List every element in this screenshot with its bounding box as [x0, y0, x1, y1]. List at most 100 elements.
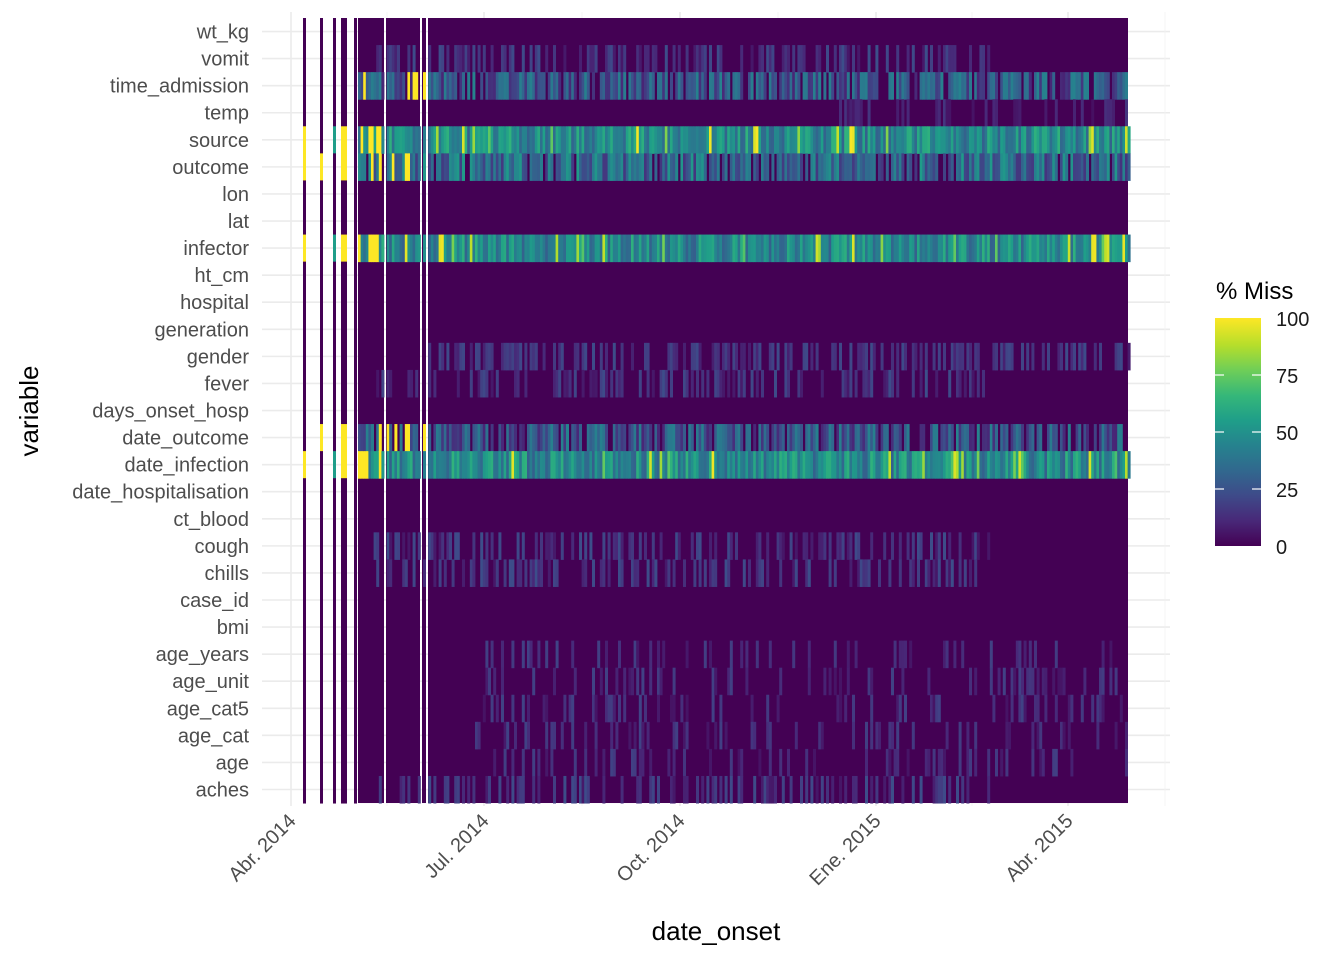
- heatmap-cell: [1049, 126, 1053, 154]
- heatmap-cell: [472, 559, 476, 587]
- heatmap-cell: [1008, 234, 1011, 263]
- heatmap-cell: [950, 451, 954, 479]
- heatmap-cell: [683, 721, 686, 750]
- heatmap-cell: [971, 153, 975, 181]
- heatmap-cell: [501, 424, 504, 452]
- heatmap-cell: [1052, 748, 1056, 777]
- heatmap-cell: [1005, 424, 1009, 452]
- heatmap-cell: [1015, 234, 1019, 263]
- heatmap-cell: [464, 126, 468, 154]
- heatmap-cell: [870, 342, 874, 371]
- heatmap-cell: [846, 234, 850, 263]
- heatmap-cell: [922, 126, 926, 154]
- heatmap-cell: [519, 72, 523, 100]
- heatmap-cell: [649, 153, 653, 181]
- heatmap-cell: [836, 532, 840, 560]
- heatmap-cell: [758, 532, 762, 560]
- heatmap-cell: [755, 532, 759, 560]
- heatmap-cell: [602, 369, 606, 398]
- heatmap-cell: [750, 72, 754, 100]
- heatmap-cell: [987, 234, 991, 263]
- heatmap-cell: [917, 559, 920, 587]
- heatmap-cell: [341, 667, 347, 696]
- heatmap-cell: [646, 369, 650, 398]
- heatmap-cell: [1093, 234, 1097, 263]
- heatmap-cell: [979, 153, 983, 181]
- heatmap-cell: [454, 45, 458, 73]
- heatmap-cell: [872, 234, 876, 263]
- heatmap-cell: [443, 559, 447, 587]
- heatmap-cell: [945, 126, 949, 154]
- heatmap-cell: [813, 748, 816, 777]
- heatmap-cell: [320, 207, 323, 236]
- heatmap-cell: [958, 72, 962, 100]
- heatmap-cell: [854, 451, 858, 479]
- heatmap-cell: [820, 775, 824, 804]
- heatmap-cell: [354, 288, 357, 317]
- heatmap-cell: [354, 153, 357, 181]
- heatmap-cell: [438, 424, 442, 452]
- heatmap-cell: [789, 72, 793, 100]
- heatmap-cell: [914, 342, 918, 371]
- heatmap-cell: [779, 748, 783, 777]
- heatmap-cell: [810, 342, 814, 371]
- heatmap-cell: [571, 424, 575, 452]
- heatmap-cell: [982, 424, 985, 452]
- heatmap-cell: [878, 126, 881, 154]
- heatmap-cell: [774, 369, 777, 398]
- heatmap-cell: [456, 369, 460, 398]
- heatmap-cell: [644, 72, 647, 100]
- heatmap-cell: [573, 342, 577, 371]
- heatmap-cell: [872, 153, 876, 181]
- heatmap-cell: [610, 451, 614, 479]
- heatmap-cell: [826, 775, 829, 804]
- heatmap-cell: [701, 45, 705, 73]
- heatmap-cell: [776, 342, 780, 371]
- heatmap-cell: [1067, 451, 1071, 479]
- heatmap-cell: [459, 153, 463, 181]
- heatmap-cell: [623, 234, 627, 263]
- heatmap-cell: [433, 126, 437, 154]
- heatmap-cell: [636, 775, 640, 804]
- heatmap-cell: [537, 748, 541, 777]
- heatmap-cell: [802, 72, 806, 100]
- heatmap-cell: [685, 234, 689, 263]
- heatmap-cell: [1057, 234, 1061, 263]
- heatmap-cell: [542, 694, 546, 723]
- heatmap-cell: [753, 234, 757, 263]
- heatmap-cell: [454, 153, 458, 181]
- heatmap-cell: [490, 369, 494, 398]
- heatmap-cell: [844, 153, 848, 181]
- heatmap-cell: [792, 559, 796, 587]
- heatmap-cell: [927, 451, 931, 479]
- heatmap-cell: [341, 369, 347, 398]
- heatmap-cell: [581, 126, 585, 154]
- heatmap-cell: [1034, 451, 1037, 479]
- heatmap-cell: [618, 153, 621, 181]
- heatmap-cell: [1028, 451, 1032, 479]
- heatmap-cell: [1119, 342, 1123, 371]
- heatmap-cell: [589, 153, 593, 181]
- heatmap-cell: [989, 234, 993, 263]
- heatmap-cell: [1096, 153, 1100, 181]
- heatmap-cell: [919, 424, 923, 452]
- heatmap-cell: [555, 451, 559, 479]
- heatmap-cell: [371, 126, 374, 154]
- heatmap-cell: [1005, 72, 1009, 100]
- heatmap-cell: [553, 234, 556, 263]
- heatmap-cell: [320, 613, 323, 642]
- heatmap-cell: [800, 126, 803, 154]
- heatmap-cell: [537, 45, 541, 73]
- heatmap-cell: [833, 451, 837, 479]
- heatmap-cell: [605, 153, 608, 181]
- heatmap-cell: [333, 694, 336, 723]
- heatmap-cell: [363, 126, 367, 154]
- heatmap-cell: [839, 775, 842, 804]
- heatmap-cell: [870, 451, 874, 479]
- heatmap-cell: [1010, 234, 1014, 263]
- heatmap-cell: [1125, 99, 1128, 127]
- heatmap-cell: [451, 72, 455, 100]
- heatmap-cell: [511, 342, 515, 371]
- heatmap-cell: [716, 424, 720, 452]
- heatmap-cell: [703, 126, 707, 154]
